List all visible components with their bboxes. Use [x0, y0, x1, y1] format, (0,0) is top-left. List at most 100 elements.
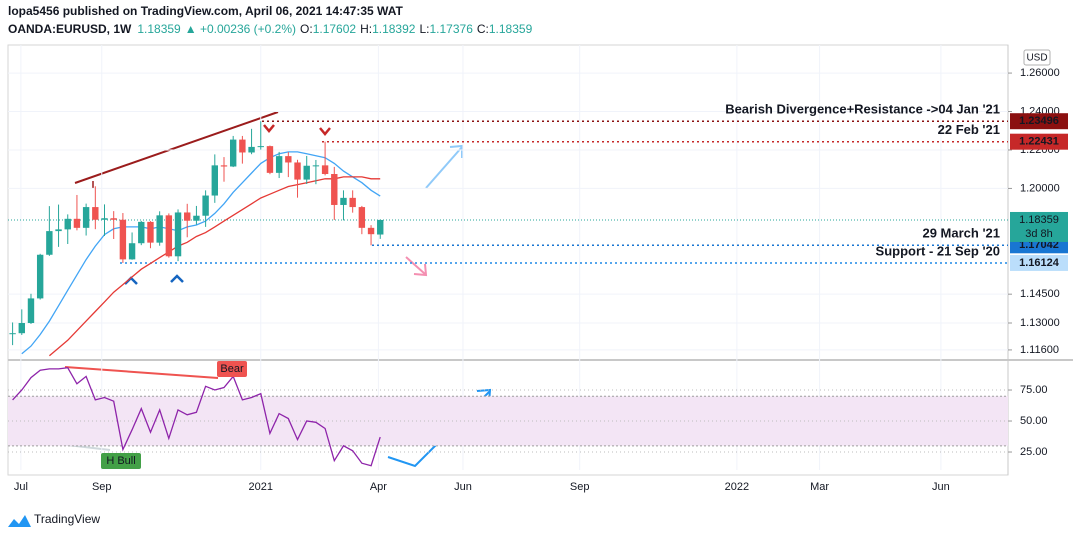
candle-body [165, 215, 173, 257]
change: ▲ +0.00236 (+0.2%) [185, 22, 296, 36]
arrow [405, 256, 426, 275]
candle-body [101, 218, 108, 220]
candle-body [257, 146, 264, 148]
trend-line [74, 111, 279, 184]
candle-body [220, 165, 228, 167]
candle-body [367, 227, 375, 235]
brand-name: TradingView [34, 512, 100, 526]
candle-body [266, 146, 274, 173]
ohlc-label: H: [360, 22, 372, 36]
divergence-line [64, 366, 219, 379]
ohlc-value: 1.18359 [489, 22, 533, 36]
candle-body [174, 212, 182, 257]
candle-body [27, 298, 35, 324]
y-tick-label: 75.00 [1020, 384, 1048, 396]
candle-body [18, 323, 25, 334]
moving-average [21, 151, 381, 355]
symbol: OANDA:EURUSD, 1W [8, 22, 132, 36]
ohlc-value: 1.17602 [313, 22, 357, 36]
candle-body [82, 207, 90, 228]
candle-body [229, 139, 237, 167]
brand: TradingView [8, 512, 100, 527]
candle-body [321, 165, 329, 175]
ohlc-label: O: [300, 22, 313, 36]
price-label: 1.17042 [1019, 239, 1059, 251]
y-tick-label: 1.20000 [1020, 182, 1060, 194]
candle-body [202, 195, 209, 216]
candle-body [36, 254, 44, 299]
arrow [425, 146, 463, 189]
price-label: 1.22431 [1019, 136, 1059, 148]
ohlc-value: 1.17376 [429, 22, 473, 36]
candle-body [110, 218, 117, 220]
arrow-head [413, 263, 428, 277]
signal-tag-box [101, 453, 141, 469]
x-tick-label: 2021 [249, 481, 273, 493]
candle-body [239, 139, 246, 153]
chevron-up [170, 274, 184, 283]
candle-body [349, 197, 356, 208]
price-label-box [1010, 113, 1068, 130]
chevron-down [319, 127, 331, 136]
moving-average [48, 176, 381, 357]
x-tick-label: Apr [370, 481, 387, 493]
candle-body [248, 146, 255, 153]
rsi-line [12, 366, 381, 467]
price-label-box [1010, 254, 1068, 271]
candle-body [377, 219, 384, 235]
currency: USD [1026, 53, 1047, 64]
ohlc-value: 1.18392 [372, 22, 416, 36]
signal-tag: H Bull [106, 455, 135, 467]
candle-body [128, 243, 136, 260]
current-price: 1.18359 [1019, 214, 1059, 226]
price-label-box [1010, 133, 1068, 150]
candle-body [9, 333, 16, 335]
annotation: 22 Feb '21 [938, 122, 1000, 137]
x-tick-label: 2022 [725, 481, 749, 493]
last-price: 1.18359 [137, 22, 181, 36]
countdown: 3d 8h [1025, 228, 1053, 240]
currency-box [1023, 49, 1051, 66]
candle-body [312, 165, 320, 167]
y-tick-label: 1.14500 [1020, 288, 1060, 300]
publisher-line: lopa5456 published on TradingView.com, A… [8, 4, 403, 18]
candle-body [46, 231, 53, 255]
y-tick-label: 1.11600 [1020, 344, 1059, 356]
x-tick-label: Jul [14, 481, 28, 493]
candle-body [119, 219, 127, 260]
brand-logo [8, 515, 31, 527]
x-tick-label: Jun [932, 481, 950, 493]
x-tick-label: Mar [810, 481, 829, 493]
signal-tag-box [217, 361, 247, 377]
price-label: 1.23496 [1019, 115, 1059, 127]
symbol-line: OANDA:EURUSD, 1W 1.18359 ▲ +0.00236 (+0.2%… [8, 22, 533, 36]
signal-tag: Bear [220, 363, 244, 375]
candle-body [340, 197, 347, 205]
x-tick-label: Sep [570, 481, 590, 493]
candle-body [294, 162, 301, 180]
ohlc-label: C: [477, 22, 489, 36]
candle-body [156, 215, 163, 243]
candle-body [331, 174, 338, 205]
x-tick-label: Jun [454, 481, 472, 493]
candle-body [138, 221, 145, 244]
y-tick-label: 25.00 [1020, 446, 1048, 458]
annotation: Bearish Divergence+Resistance ->04 Jan '… [725, 102, 1000, 117]
annotation: 29 March '21 [922, 226, 1000, 241]
candle-body [147, 221, 154, 243]
y-tick-label: 1.26000 [1020, 67, 1060, 79]
x-tick-label: Sep [92, 481, 112, 493]
candle-body [73, 218, 81, 228]
candle-body [303, 165, 310, 180]
candle-body [92, 207, 99, 220]
current-price-box [1010, 211, 1068, 242]
y-tick-label: 50.00 [1020, 415, 1048, 427]
y-tick-label: 1.13000 [1020, 317, 1060, 329]
candle-body [64, 218, 71, 230]
candle-body [358, 207, 366, 228]
chevron-down [263, 124, 275, 133]
candle-body [285, 156, 292, 163]
price-label: 1.16124 [1019, 257, 1060, 269]
